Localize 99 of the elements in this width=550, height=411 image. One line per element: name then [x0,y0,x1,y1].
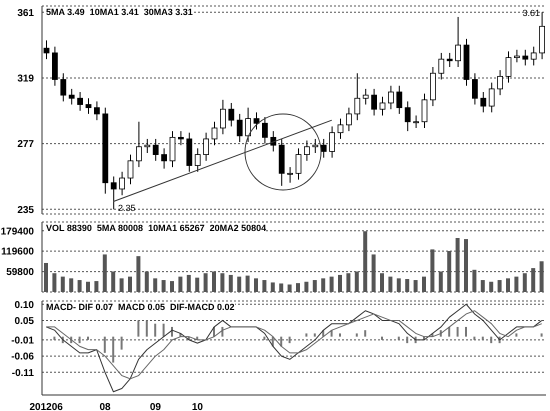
candlestick [522,49,528,66]
bar [120,336,123,350]
bar [288,336,291,344]
annotation: MACD- DIF 0.07 MACD 0.05 DIF-MACD 0.02 [46,302,235,312]
bar [356,333,358,337]
candlestick [178,130,184,146]
annotation: 3.61 [522,8,540,18]
candlestick [320,138,327,158]
bar [146,320,148,337]
candlestick [396,85,402,114]
candlestick [380,96,386,116]
y-tick-label: -0.01 [11,335,34,346]
y-tick-label: 277 [17,139,34,150]
bar [137,320,140,337]
candlestick [413,114,419,128]
line-series [46,310,542,380]
candlestick [338,118,344,140]
candlestick [262,116,268,144]
candlestick [455,16,461,68]
candlestick [354,72,360,121]
candlestick [60,72,66,102]
candlestick [119,171,125,196]
candlestick [203,132,209,162]
candlestick [362,88,369,106]
candlestick [170,130,176,168]
y-tick-label: 119600 [1,246,34,258]
candlestick [152,138,159,162]
bar [87,336,89,340]
candlestick [287,166,293,184]
bar [398,336,400,340]
y-tick-label: 0.05 [14,316,34,327]
bar [456,326,459,337]
y-tick-label: 319 [17,73,34,84]
y-tick-label: -0.06 [11,352,34,363]
candlestick [472,72,478,106]
x-tick-label: 09 [150,402,162,411]
candlestick [68,88,75,106]
candlestick [161,148,167,170]
candlestick [212,121,218,146]
candlestick [530,46,537,66]
bar [381,336,383,340]
x-tick-label: 08 [99,402,111,411]
bar [473,336,476,340]
candlestick [422,93,428,128]
candlestick [296,148,302,180]
candlestick [110,176,117,210]
bar [490,336,492,344]
candlestick [371,88,377,116]
candlestick [304,140,310,162]
candlestick [94,100,100,121]
candlestick [194,148,201,172]
candlestick [44,40,50,60]
y-tick-label: 59800 [6,267,34,278]
candlestick [228,102,234,127]
y-tick-label: 235 [17,204,34,216]
bar [364,330,366,337]
candlestick [77,92,83,112]
candlestick [497,70,503,96]
bar [112,336,114,363]
candlestick [346,107,352,132]
bar [154,324,156,337]
candlestick [86,98,92,114]
bar [339,333,341,337]
y-tick-label: 0.10 [14,300,34,311]
x-tick-label: 10 [192,402,204,411]
bar [465,326,467,337]
y-tick-label: -0.11 [12,368,34,379]
annotation: VOL 88390 5MA 80008 10MA1 65267 20MA2 50804 [46,223,266,233]
bar [406,336,408,344]
candlestick [438,52,444,80]
candlestick [480,92,486,113]
bar [104,336,106,353]
candlestick [236,113,243,143]
candlestick [404,100,411,132]
candlestick [329,126,335,158]
bar [482,336,484,340]
candlestick [388,85,394,110]
candlestick [488,82,495,113]
bar [314,333,316,337]
annotation: 2.35 [118,203,136,213]
bar [515,333,518,337]
candlestick [245,107,251,143]
candlestick [514,49,520,63]
candlestick [506,50,512,84]
candlestick [254,112,260,130]
line-series [46,304,542,392]
candlestick [136,121,142,168]
bar [162,324,165,337]
candlestick [128,154,134,185]
annotation: 5MA 3.49 10MA1 3.41 30MA3 3.31 [46,7,193,17]
bar [540,333,543,337]
y-tick-label: 179400 [0,226,34,238]
bar [78,336,81,344]
bar [263,336,266,340]
y-tick-label: 361 [17,8,34,19]
bar [305,333,308,337]
bar [53,336,56,340]
candlestick [220,99,226,135]
x-tick-label: 201206 [30,402,64,411]
